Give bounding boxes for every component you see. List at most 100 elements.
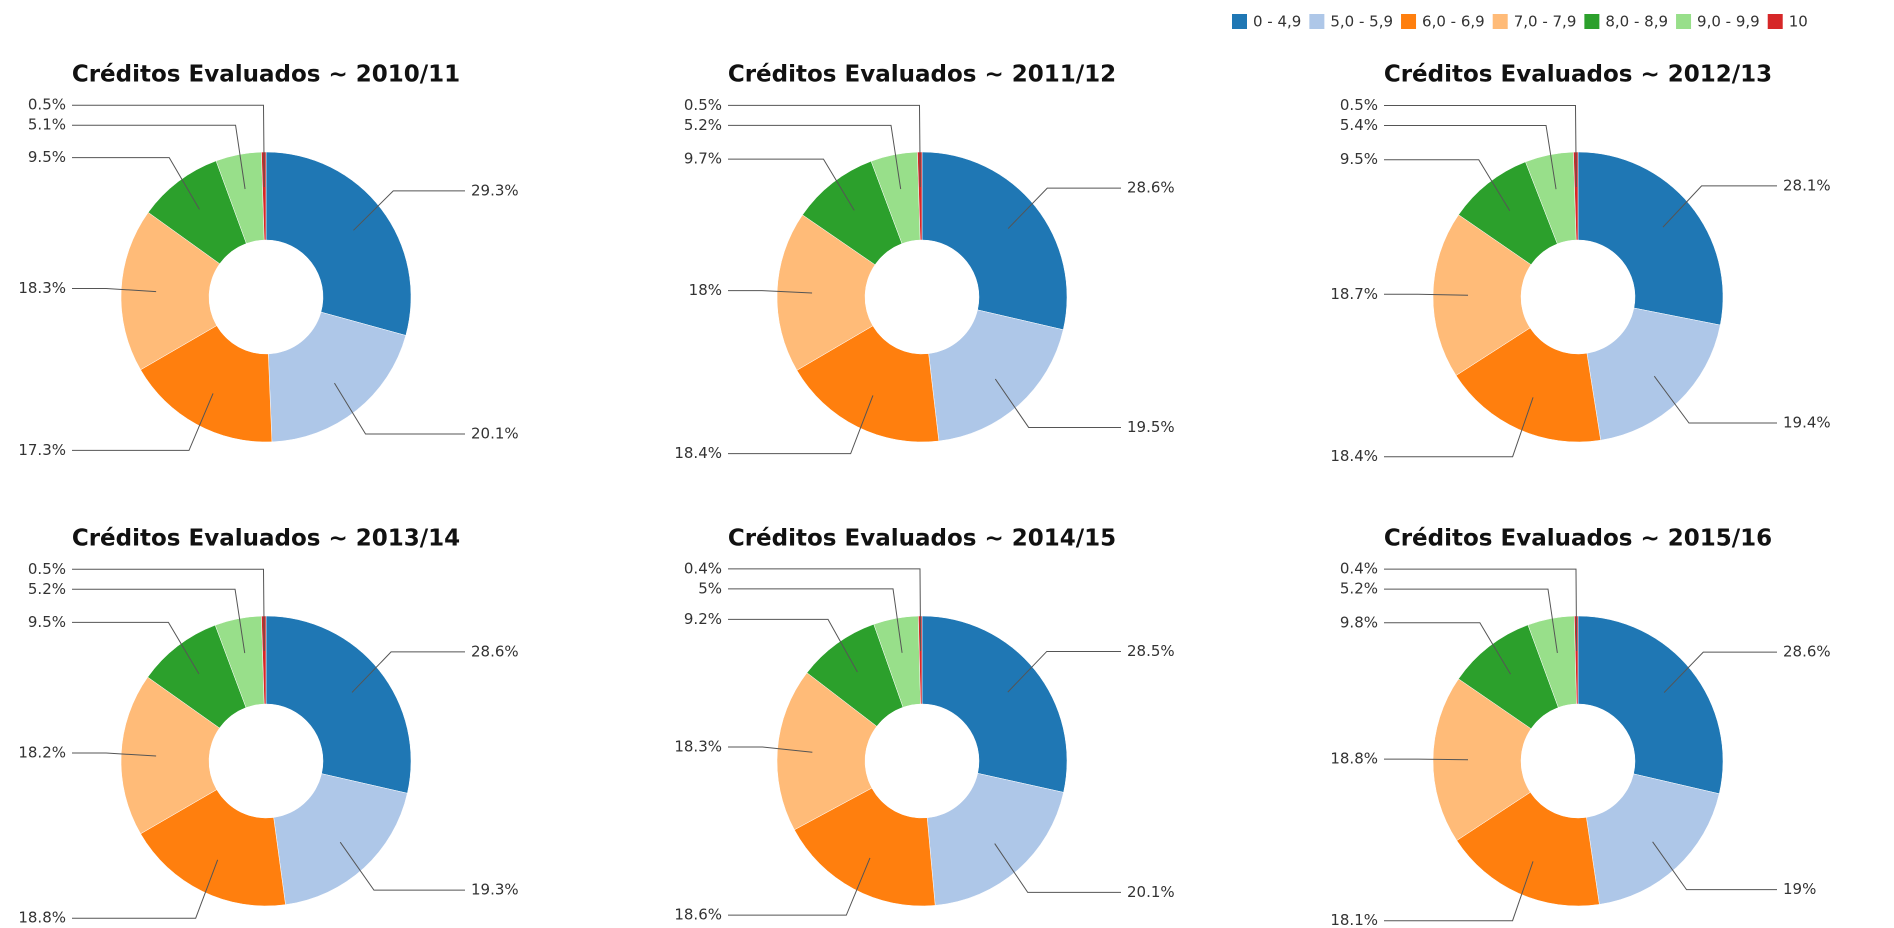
leader-line [72, 621, 200, 675]
donut-slice [1586, 773, 1720, 905]
chart-title: Créditos Evaluados ~ 2014/15 [728, 526, 1116, 552]
leader-line [353, 190, 465, 231]
legend-swatch [1767, 14, 1783, 29]
leader-line [1384, 125, 1557, 190]
donut-slice [917, 151, 923, 241]
donut-slice [268, 311, 407, 443]
leader-line [994, 843, 1121, 893]
leader-line [728, 158, 855, 211]
data-label: 28.6% [1127, 179, 1175, 197]
data-label: 5% [698, 579, 722, 597]
donut-slice [1455, 327, 1601, 443]
data-label: 28.5% [1127, 642, 1175, 660]
data-label: 20.1% [1127, 883, 1175, 901]
legend-swatch [1232, 14, 1247, 29]
leader-line [339, 841, 465, 891]
leader-line [1652, 841, 1777, 891]
data-label: 18.2% [18, 744, 66, 762]
donut-slice [1432, 678, 1532, 841]
chart-title: Créditos Evaluados ~ 2012/13 [1384, 62, 1772, 88]
leader-line [728, 746, 813, 753]
leader-line [72, 588, 246, 654]
data-label: 0.5% [1340, 96, 1378, 114]
donut-slice [921, 615, 1068, 793]
data-label: 28.6% [471, 642, 519, 660]
data-label: 0.4% [684, 559, 722, 577]
data-label: 28.1% [1783, 176, 1831, 194]
leader-line [72, 752, 157, 757]
data-label: 5.1% [28, 116, 66, 134]
leader-line [334, 382, 465, 435]
leader-line [728, 588, 903, 653]
donut-slice [796, 325, 940, 443]
donut-slice [1573, 151, 1579, 241]
leader-line [1384, 105, 1577, 188]
leader-line [728, 568, 922, 652]
chart-title: Créditos Evaluados ~ 2010/11 [72, 62, 460, 88]
leader-line [72, 124, 246, 190]
chart-title: Créditos Evaluados ~ 2013/14 [72, 526, 460, 552]
leader-line [1662, 185, 1777, 228]
leader-line [1384, 758, 1469, 761]
legend-swatch [1492, 14, 1508, 29]
chart-title: Créditos Evaluados ~ 2011/12 [728, 62, 1116, 88]
data-label: 18.4% [1330, 447, 1378, 465]
data-label: 9.5% [1340, 150, 1378, 168]
leader-line [1384, 568, 1578, 652]
donut-slice [918, 615, 923, 705]
leader-line [728, 857, 871, 916]
donut-slice [265, 615, 412, 794]
donut-slice [1577, 151, 1724, 326]
donut-slice [120, 676, 220, 835]
leader-line [72, 568, 265, 652]
donut-slice [921, 151, 1068, 331]
data-label: 19.3% [471, 881, 519, 899]
donut-slice [1456, 791, 1600, 907]
data-label: 9.2% [684, 610, 722, 628]
legend-label: 9,0 - 9,9 [1697, 13, 1760, 31]
leader-line [728, 618, 858, 673]
data-label: 18.6% [674, 906, 722, 924]
data-label: 0.5% [28, 96, 66, 114]
data-label: 0.4% [1340, 560, 1378, 578]
leader-line [72, 104, 265, 188]
leader-line [1007, 187, 1121, 229]
leader-line [1384, 397, 1534, 458]
leader-line [728, 104, 921, 188]
leader-line [994, 378, 1121, 428]
data-label: 0.5% [684, 96, 722, 114]
data-label: 29.3% [471, 181, 519, 199]
donut-slice [776, 672, 878, 831]
leader-line [351, 651, 465, 693]
leader-line [72, 287, 157, 293]
donut-slice [1586, 307, 1721, 441]
legend-label: 0 - 4,9 [1253, 13, 1301, 31]
data-label: 20.1% [471, 424, 519, 442]
donut-slice [794, 787, 936, 907]
data-label: 18.8% [18, 909, 66, 927]
data-label: 5.4% [1340, 116, 1378, 134]
legend-label: 10 [1789, 13, 1808, 31]
leader-line [1384, 293, 1469, 296]
donut-slice [140, 325, 273, 443]
leader-line [1663, 651, 1777, 693]
data-label: 28.6% [1783, 643, 1831, 661]
data-label: 19.4% [1783, 414, 1831, 432]
leader-line [1384, 622, 1511, 675]
legend-swatch [1401, 14, 1417, 29]
data-label: 17.3% [18, 441, 66, 459]
leader-line [72, 859, 219, 919]
data-label: 18.3% [18, 279, 66, 297]
donut-slice [926, 773, 1064, 906]
leader-line [1384, 588, 1558, 654]
donut-slice [273, 773, 408, 905]
data-label: 9.5% [28, 148, 66, 166]
legend-label: 5,0 - 5,9 [1330, 13, 1393, 31]
leader-line [72, 157, 200, 210]
leader-line [1384, 159, 1511, 211]
leader-line [728, 290, 813, 294]
data-label: 19.5% [1127, 418, 1175, 436]
leader-line [1007, 650, 1121, 693]
data-label: 18% [689, 281, 722, 299]
